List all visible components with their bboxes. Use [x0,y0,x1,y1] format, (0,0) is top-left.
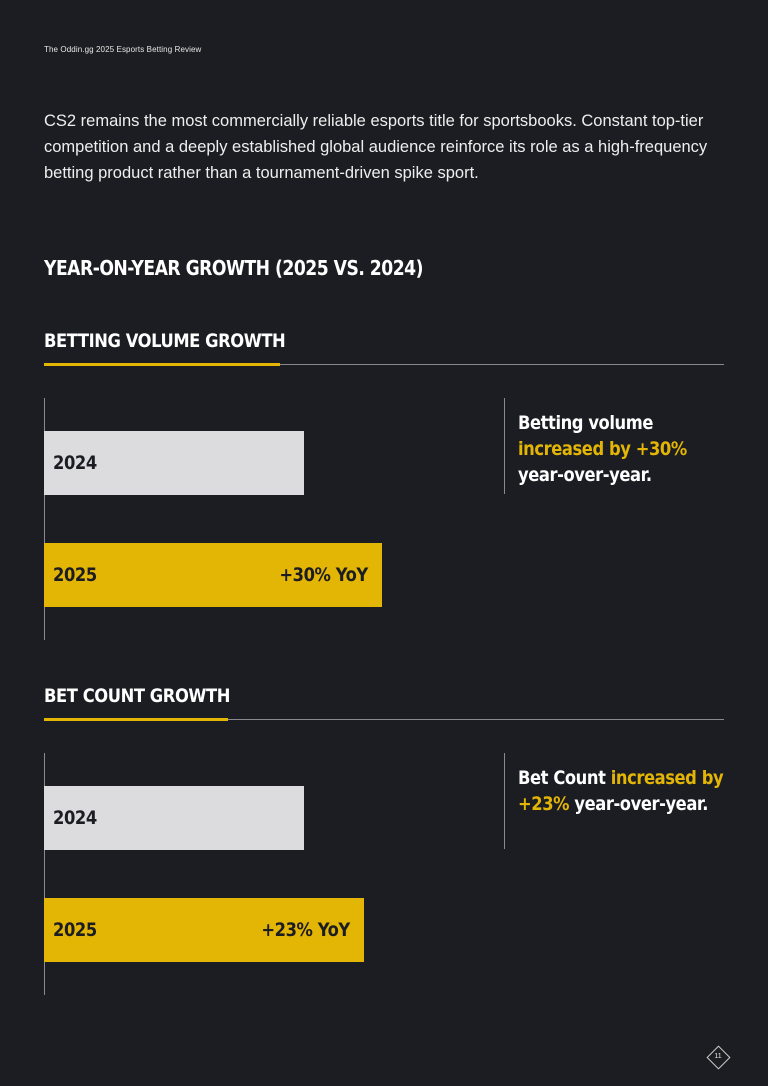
document-header: The Oddin.gg 2025 Esports Betting Review [44,45,202,54]
divider-line [44,719,724,720]
title-underline [44,363,280,366]
title-underline [44,718,228,721]
betting-volume-chart: 2024 2025 +30% YoY [44,398,464,640]
bar-label: 2024 [53,807,97,829]
divider-line [44,364,724,365]
bar-2024: 2024 [44,786,304,850]
bet-count-chart: 2024 2025 +23% YoY [44,753,464,995]
callout-text: Betting volume [518,412,653,434]
page-number: 11 [706,1045,731,1070]
callout-text: year-over-year. [569,793,708,815]
bar-label: 2025 [53,919,97,941]
data-label: +30% YoY [279,564,369,586]
page-number-text: 11 [714,1053,722,1060]
bar-2025: 2025 +30% YoY [44,543,382,607]
section-title: YEAR-ON-YEAR GROWTH (2025 VS. 2024) [44,256,423,280]
bar-label: 2024 [53,452,97,474]
betting-volume-heading: BETTING VOLUME GROWTH [44,330,724,366]
bet-count-callout: Bet Count increased by +23% year-over-ye… [504,753,724,849]
data-label: +23% YoY [261,919,350,941]
chart-axis [44,753,45,995]
chart-axis [44,398,45,640]
callout-text: year-over-year. [518,464,652,486]
bar-2025: 2025 +23% YoY [44,898,364,962]
callout-highlight: increased by +30% [518,438,687,460]
callout-text: Bet Count [518,767,611,789]
betting-volume-callout: Betting volume increased by +30% year-ov… [504,398,724,494]
bar-label: 2025 [53,564,97,586]
bet-count-title: BET COUNT GROWTH [44,685,230,707]
betting-volume-title: BETTING VOLUME GROWTH [44,330,286,352]
bar-2024: 2024 [44,431,304,495]
intro-paragraph: CS2 remains the most commercially reliab… [44,112,708,182]
callout-highlight: increased by +23% [518,767,724,815]
bet-count-heading: BET COUNT GROWTH [44,685,724,721]
